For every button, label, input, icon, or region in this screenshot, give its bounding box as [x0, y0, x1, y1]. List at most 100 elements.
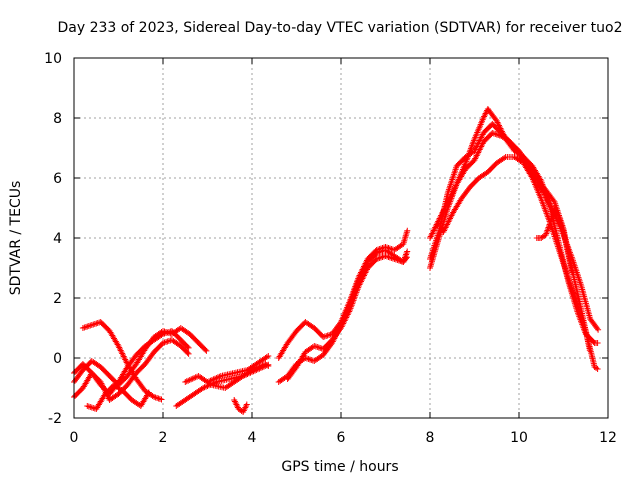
data-point-run: [493, 155, 508, 166]
data-point-run: [435, 191, 451, 235]
chart-title: Day 233 of 2023, Sidereal Day-to-day VTE…: [57, 20, 622, 36]
data-point-run: [565, 250, 575, 276]
data-point-run: [142, 338, 156, 349]
data-point-run: [329, 320, 343, 337]
x-axis-label: GPS time / hours: [281, 459, 398, 475]
data-point-run: [88, 358, 103, 369]
data-point-run: [222, 377, 241, 391]
data-point-run: [106, 328, 121, 348]
data-point-run: [587, 316, 602, 333]
data-point-run: [565, 274, 580, 306]
data-point-run: [427, 230, 442, 262]
y-axis-label: SDTVAR / TECUs: [8, 181, 24, 296]
data-point-run: [462, 158, 477, 172]
data-point-run: [115, 343, 130, 366]
data-point-run: [560, 229, 571, 255]
data-point-run: [120, 388, 134, 402]
data-point-run: [453, 155, 468, 169]
data-point-run: [133, 362, 148, 376]
data-point-run: [440, 212, 455, 235]
data-point-run: [591, 340, 601, 346]
data-point-run: [177, 343, 192, 357]
data-point-run: [489, 121, 504, 135]
y-tick-label: -2: [48, 411, 62, 427]
data-point-run: [511, 154, 525, 165]
data-point-run: [111, 382, 125, 393]
data-point-run: [88, 370, 103, 384]
data-point-run: [244, 359, 263, 373]
data-marks: [71, 106, 602, 415]
data-point-run: [204, 373, 223, 385]
data-point-run: [578, 283, 593, 321]
data-point-run: [186, 331, 201, 345]
series-track-8: [204, 353, 272, 385]
data-point-run: [97, 364, 112, 378]
data-point-run: [449, 197, 464, 217]
data-point-run: [257, 353, 272, 364]
data-point-run: [262, 361, 272, 369]
series-track-5: [84, 382, 152, 412]
data-point-run: [151, 341, 165, 355]
data-point-run: [458, 185, 473, 202]
y-tick-label: 0: [53, 351, 62, 367]
data-point-run: [529, 175, 544, 201]
series-track-12: [284, 248, 411, 382]
data-point-run: [498, 130, 512, 144]
data-point-run: [124, 361, 139, 381]
y-tick-label: 6: [53, 171, 62, 187]
data-point-run: [391, 242, 405, 253]
data-point-run: [427, 236, 442, 271]
data-point-run: [507, 139, 521, 153]
data-point-run: [177, 337, 192, 351]
y-tick-label: 8: [53, 111, 62, 127]
series-track-17: [533, 205, 575, 276]
data-point-run: [400, 248, 411, 265]
data-point-run: [329, 326, 343, 343]
data-point-run: [538, 233, 548, 241]
data-point-run: [168, 328, 183, 342]
data-point-run: [591, 364, 601, 372]
data-point-run: [195, 340, 210, 354]
data-point-run: [142, 350, 157, 367]
data-point-run: [582, 328, 598, 369]
data-point-run: [168, 337, 183, 348]
data-point-run: [177, 325, 192, 336]
data-point-run: [556, 247, 571, 279]
data-point-run: [235, 406, 245, 414]
data-point-run: [355, 257, 370, 280]
grid: [74, 58, 608, 418]
series-track-9: [231, 397, 250, 415]
data-point-run: [106, 392, 120, 403]
data-point-run: [173, 395, 192, 409]
data-point-run: [524, 160, 539, 180]
data-point-run: [88, 319, 103, 328]
data-point-run: [533, 175, 548, 192]
x-tick-label: 0: [70, 430, 79, 446]
data-point-run: [444, 164, 460, 196]
data-point-run: [346, 275, 362, 304]
data-point-run: [320, 338, 334, 352]
data-point-run: [520, 160, 535, 180]
data-point-run: [284, 365, 299, 382]
data-point-run: [186, 386, 205, 400]
data-point-run: [240, 401, 250, 415]
data-point-run: [275, 341, 290, 361]
data-point-run: [346, 284, 362, 313]
data-point-run: [516, 148, 530, 165]
axis-ticks: 0 2 4 6 8 10 12 -2 0 2 4 6 8 10: [44, 51, 617, 446]
data-point-run: [462, 149, 476, 160]
data-point-run: [480, 131, 495, 145]
data-point-run: [484, 106, 499, 123]
data-point-run: [293, 350, 308, 370]
data-point-run: [364, 248, 379, 262]
data-point-run: [311, 325, 326, 339]
data-point-run: [115, 365, 130, 385]
data-point-run: [284, 329, 299, 346]
data-point-run: [467, 176, 481, 190]
data-point-run: [551, 205, 562, 219]
data-point-run: [475, 170, 490, 181]
x-tick-label: 6: [337, 430, 346, 446]
data-point-run: [137, 389, 152, 409]
series-track-4: [79, 319, 165, 403]
